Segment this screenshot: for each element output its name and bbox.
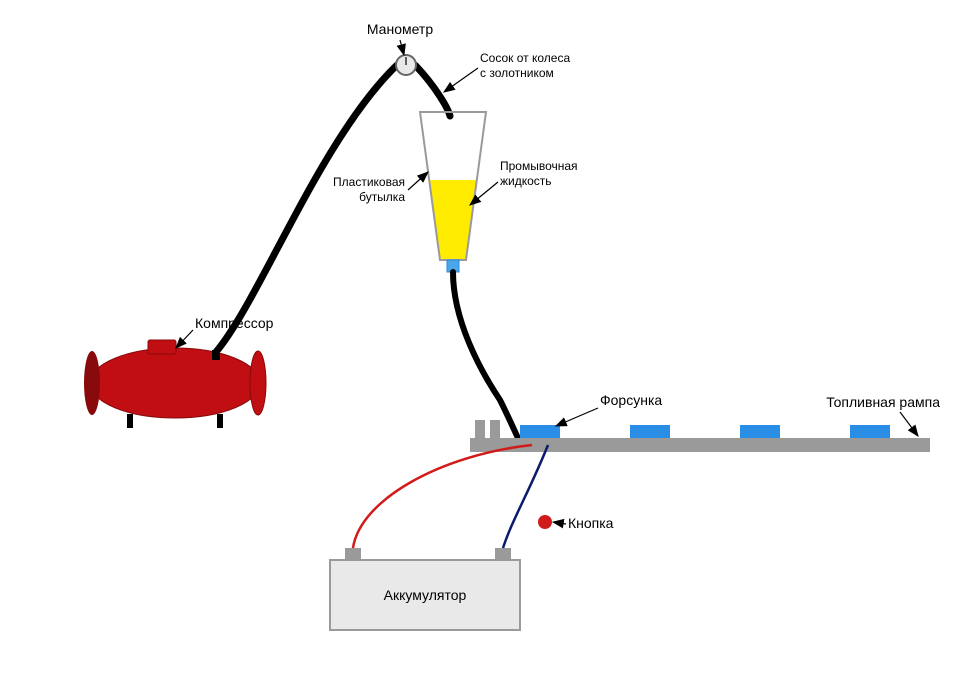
battery-terminal-pos (345, 548, 361, 560)
label-liquid-l2: жидкость (500, 174, 552, 188)
arrow-manometer (400, 40, 404, 55)
injector-3 (740, 425, 780, 438)
label-bottle-l1: Пластиковая (333, 175, 405, 189)
battery-terminal-neg (495, 548, 511, 560)
compressor-cap-right (250, 351, 266, 415)
label-injector: Форсунка (600, 392, 662, 408)
injector-1 (520, 425, 560, 438)
hose-to-rail (453, 272, 518, 438)
label-rail: Топливная рампа (826, 394, 940, 410)
compressor-top-block (148, 340, 176, 354)
arrow-nipple (444, 68, 478, 92)
rail-fitting-2 (490, 420, 500, 438)
pressure-gauge (396, 55, 416, 75)
label-bottle-l2: бутылка (359, 190, 405, 204)
compressor-cap-left (84, 351, 100, 415)
label-nipple-l2: с золотником (480, 66, 554, 80)
arrow-injector (556, 408, 598, 426)
compressor-foot-2 (217, 414, 223, 428)
battery: Аккумулятор (330, 548, 520, 630)
wire-positive (353, 445, 532, 548)
arrow-rail (900, 412, 918, 436)
fuel-rail (470, 420, 930, 452)
injector-2 (630, 425, 670, 438)
label-button: Кнопка (568, 515, 614, 531)
label-compressor: Компрессор (195, 315, 274, 331)
compressor-foot-1 (127, 414, 133, 428)
arrow-bottle (408, 172, 428, 190)
arrow-button (553, 522, 566, 524)
battery-label: Аккумулятор (384, 587, 467, 603)
arrow-compressor (176, 330, 193, 348)
wire-negative (503, 445, 548, 548)
plastic-bottle (420, 112, 486, 272)
compressor-body (90, 348, 260, 418)
label-liquid-l1: Промывочная (500, 159, 578, 173)
hose-main (216, 62, 450, 353)
bottle-liquid (430, 180, 476, 260)
injector-4 (850, 425, 890, 438)
label-manometer: Манометр (367, 21, 433, 37)
label-nipple-l1: Сосок от колеса (480, 51, 570, 65)
rail-fitting-1 (475, 420, 485, 438)
compressor (84, 340, 266, 428)
button-dot (538, 515, 552, 529)
